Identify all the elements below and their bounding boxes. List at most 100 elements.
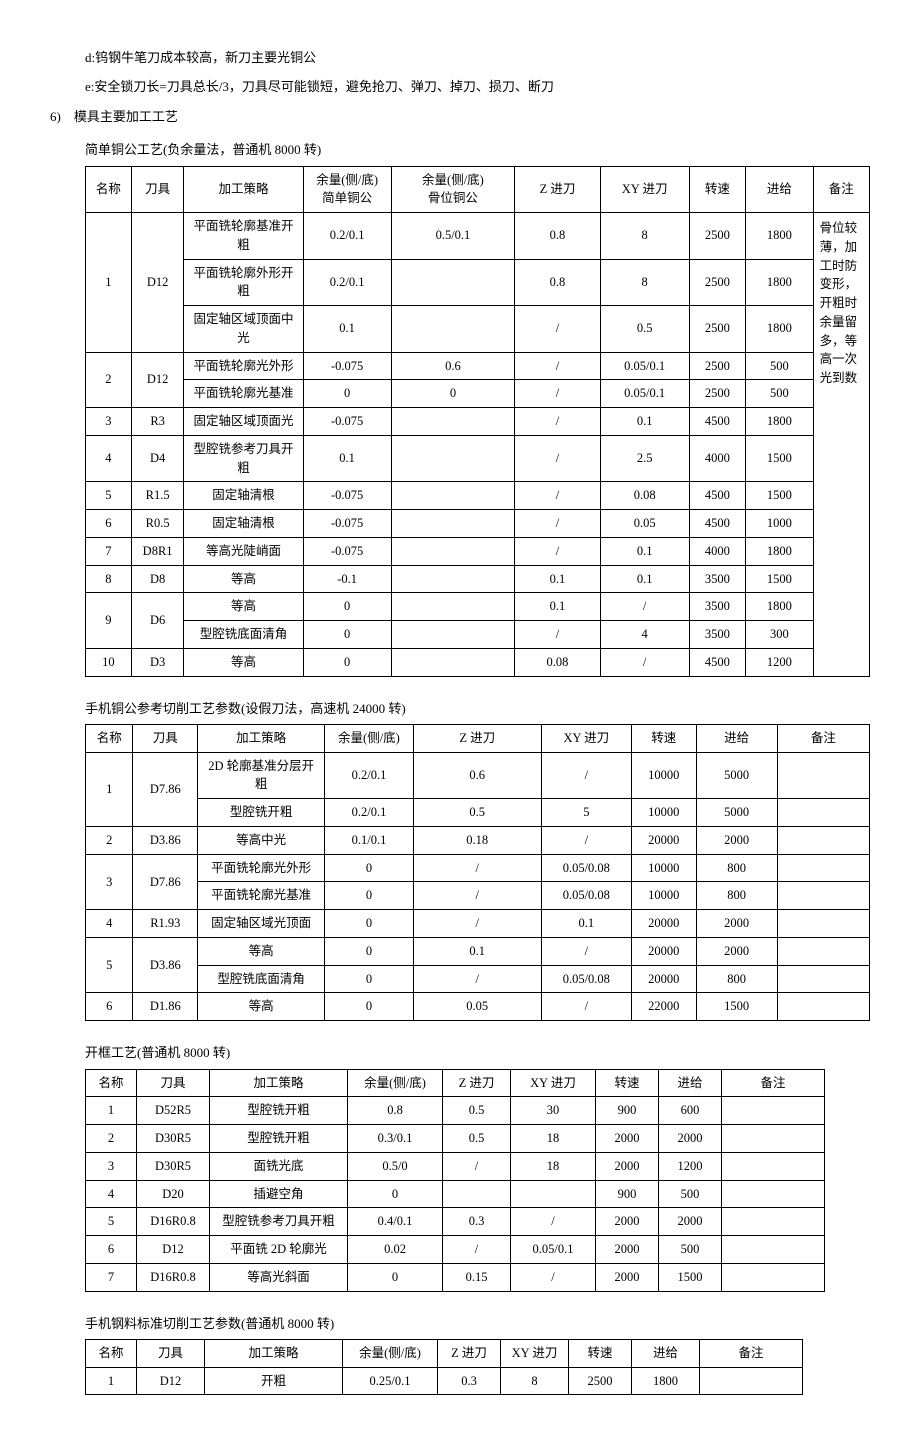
table-cell <box>722 1152 825 1180</box>
table-2: 名称刀具加工策略余量(侧/底)Z 进刀XY 进刀转速进给备注1D7.862D 轮… <box>85 724 870 1021</box>
table-cell: D30R5 <box>137 1152 210 1180</box>
table-cell: 20000 <box>631 826 696 854</box>
table-cell: / <box>515 352 600 380</box>
table-cell: 900 <box>596 1180 659 1208</box>
table-4-title: 手机钢料标准切削工艺参数(普通机 8000 转) <box>85 1312 870 1335</box>
table-cell: 备注 <box>722 1069 825 1097</box>
table-cell: 0 <box>325 965 413 993</box>
table-cell <box>722 1125 825 1153</box>
table-cell: 余量(侧/底) <box>348 1069 443 1097</box>
table-cell: -0.075 <box>303 482 391 510</box>
table-cell: / <box>515 408 600 436</box>
table-cell: R3 <box>131 408 184 436</box>
table-cell: 1000 <box>746 510 814 538</box>
table-cell: / <box>515 621 600 649</box>
table-1-title: 简单铜公工艺(负余量法，普通机 8000 转) <box>85 138 870 161</box>
table-cell: 名称 <box>86 1069 137 1097</box>
table-cell: 4000 <box>689 537 745 565</box>
table-cell: 名称 <box>86 1339 137 1367</box>
table-cell: 0.2/0.1 <box>325 752 413 799</box>
paragraph-e: e:安全锁刀长=刀具总长/3，刀具尽可能锁短，避免抢刀、弹刀、掉刀、损刀、断刀 <box>50 75 870 98</box>
table-cell: 进给 <box>659 1069 722 1097</box>
table-cell: 加工策略 <box>210 1069 348 1097</box>
table-cell: 名称 <box>86 166 132 213</box>
table-cell: 0.6 <box>391 352 515 380</box>
table-cell: 0.3/0.1 <box>348 1125 443 1153</box>
table-cell: 1500 <box>746 482 814 510</box>
table-cell: / <box>443 1236 511 1264</box>
table-cell: 8 <box>501 1367 569 1395</box>
table-cell <box>722 1263 825 1291</box>
table-cell: 0.5/0 <box>348 1152 443 1180</box>
table-cell: 6 <box>86 1236 137 1264</box>
table-cell: 型腔铣开粗 <box>210 1125 348 1153</box>
table-cell: / <box>515 306 600 353</box>
table-cell: 2 <box>86 352 132 408</box>
table-cell: / <box>443 1152 511 1180</box>
table-cell: 8 <box>600 259 689 306</box>
table-cell: 等高中光 <box>198 826 325 854</box>
table-cell <box>391 593 515 621</box>
table-cell: 600 <box>659 1097 722 1125</box>
table-cell: Z 进刀 <box>443 1069 511 1097</box>
table-cell: 0.08 <box>515 648 600 676</box>
table-cell: 0.05/0.1 <box>600 352 689 380</box>
table-cell: 1 <box>86 1367 137 1395</box>
table-cell: D7.86 <box>133 854 198 910</box>
table-cell: 骨位较薄，加工时防变形，开粗时余量留多，等高一次光到数 <box>813 213 869 677</box>
table-cell <box>722 1208 825 1236</box>
table-cell: 刀具 <box>131 166 184 213</box>
table-cell: D7.86 <box>133 752 198 826</box>
table-cell: 2000 <box>596 1208 659 1236</box>
table-cell: 4 <box>600 621 689 649</box>
table-cell: / <box>541 993 631 1021</box>
table-cell: 0.8 <box>515 213 600 260</box>
table-4: 名称刀具加工策略余量(侧/底)Z 进刀XY 进刀转速进给备注1D12开粗0.25… <box>85 1339 803 1396</box>
table-cell: 名称 <box>86 724 133 752</box>
table-cell: 转速 <box>596 1069 659 1097</box>
table-cell: 平面铣轮廓基准开粗 <box>184 213 303 260</box>
table-cell: D16R0.8 <box>137 1263 210 1291</box>
table-cell <box>391 435 515 482</box>
table-cell <box>777 752 869 799</box>
table-cell: 0 <box>303 648 391 676</box>
table-cell: 2500 <box>689 380 745 408</box>
table-cell: 0.1/0.1 <box>325 826 413 854</box>
table-cell: -0.075 <box>303 408 391 436</box>
table-cell: 0.05 <box>413 993 541 1021</box>
table-cell: R0.5 <box>131 510 184 538</box>
table-cell: 300 <box>746 621 814 649</box>
table-cell: 2.5 <box>600 435 689 482</box>
table-cell <box>391 408 515 436</box>
table-cell: 1800 <box>746 306 814 353</box>
table-cell <box>777 882 869 910</box>
table-cell <box>511 1180 596 1208</box>
table-cell: 0 <box>325 993 413 1021</box>
table-cell: 4500 <box>689 648 745 676</box>
table-cell: 加工策略 <box>184 166 303 213</box>
table-cell: / <box>541 826 631 854</box>
table-cell: 10000 <box>631 882 696 910</box>
table-cell: D52R5 <box>137 1097 210 1125</box>
table-cell <box>391 621 515 649</box>
table-3: 名称刀具加工策略余量(侧/底)Z 进刀XY 进刀转速进给备注1D52R5型腔铣开… <box>85 1069 825 1292</box>
table-cell <box>722 1097 825 1125</box>
table-cell: 6 <box>86 993 133 1021</box>
table-cell: 平面铣轮廓光外形 <box>184 352 303 380</box>
table-cell: 0 <box>325 910 413 938</box>
table-cell: 余量(侧/底) <box>343 1339 438 1367</box>
paragraph-d: d:钨钢牛笔刀成本较高，新刀主要光铜公 <box>50 46 870 69</box>
table-cell <box>777 937 869 965</box>
table-cell: 插避空角 <box>210 1180 348 1208</box>
table-cell: / <box>515 380 600 408</box>
table-cell: 余量(侧/底)简单铜公 <box>303 166 391 213</box>
table-cell: 1500 <box>746 565 814 593</box>
table-cell: 0.18 <box>413 826 541 854</box>
table-cell: 6 <box>86 510 132 538</box>
table-cell: 30 <box>511 1097 596 1125</box>
table-cell: 平面铣轮廓外形开粗 <box>184 259 303 306</box>
table-cell: 500 <box>659 1180 722 1208</box>
table-cell: / <box>541 752 631 799</box>
table-cell: 0 <box>303 380 391 408</box>
table-cell: 平面铣轮廓光外形 <box>198 854 325 882</box>
